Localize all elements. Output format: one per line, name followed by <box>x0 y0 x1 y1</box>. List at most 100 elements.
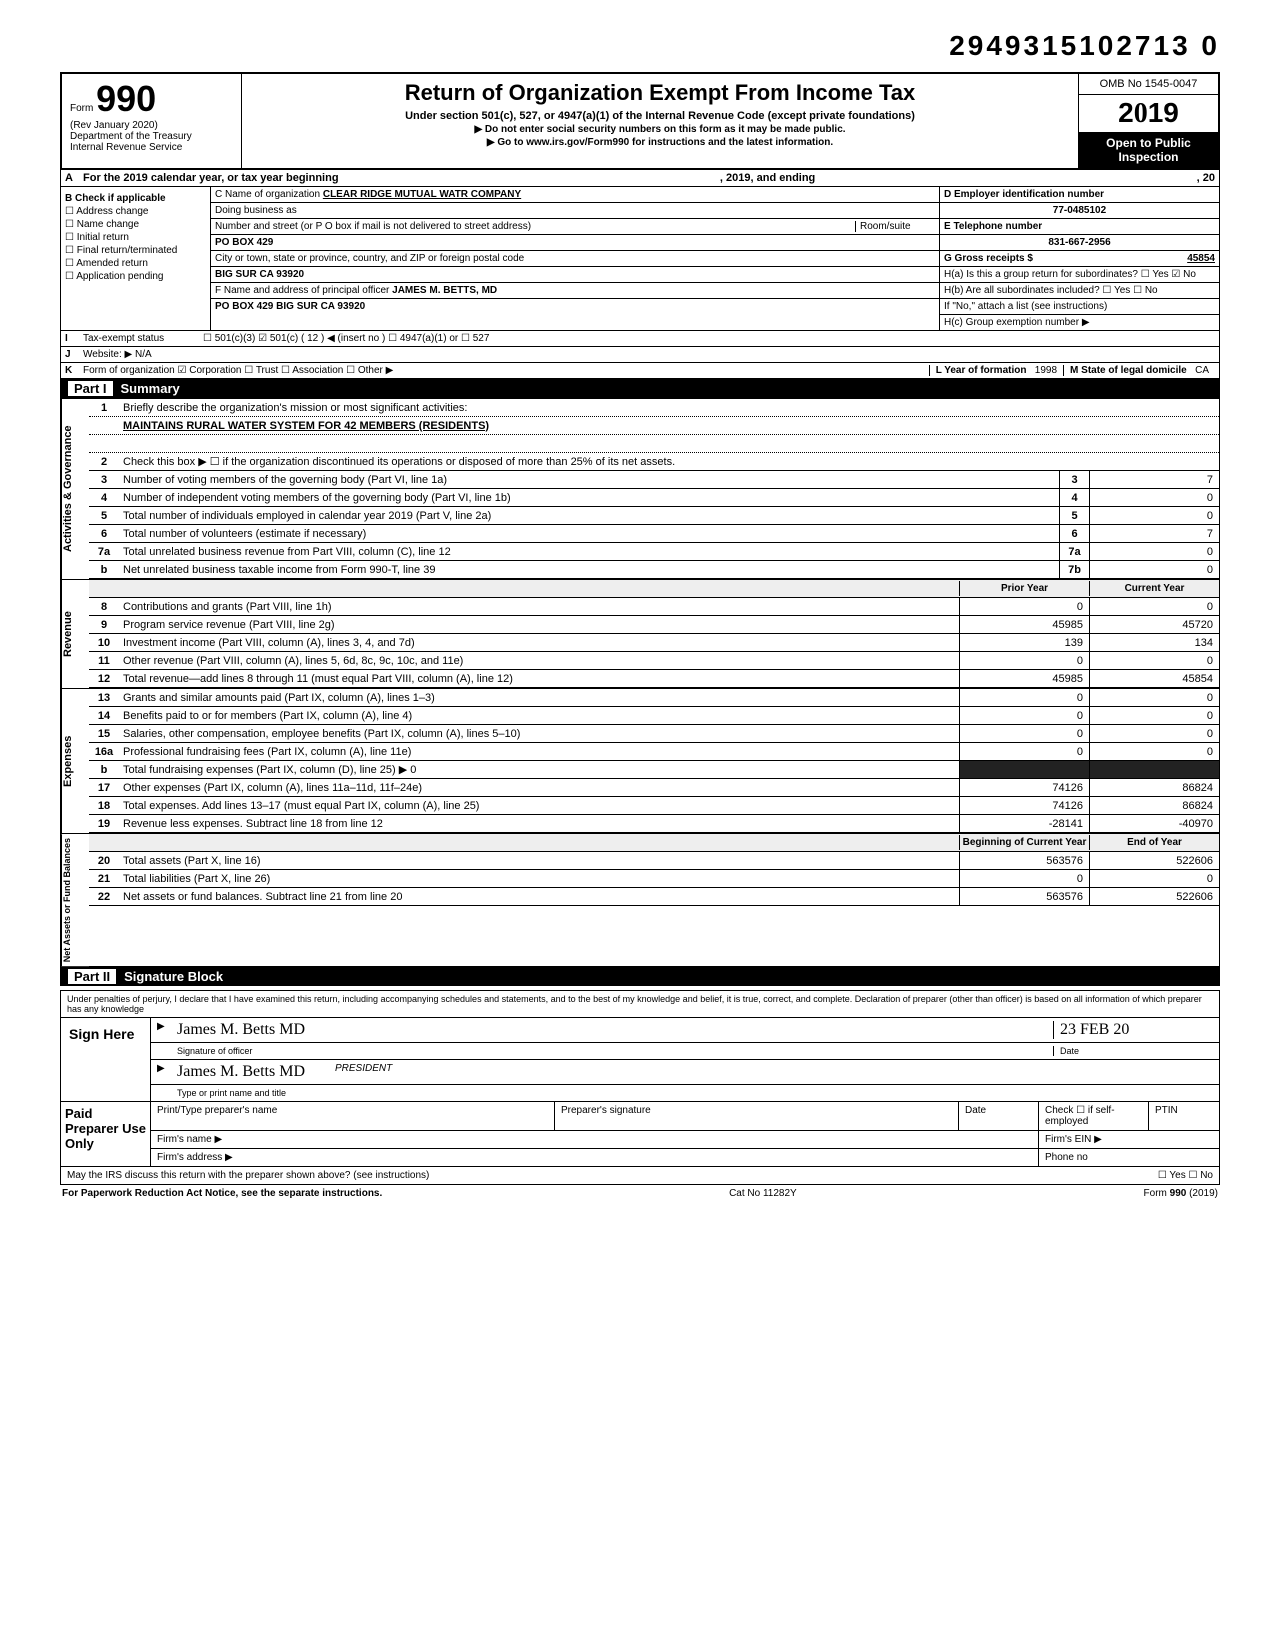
governance-block: Activities & Governance 1 Briefly descri… <box>60 398 1220 580</box>
form-id-block: Form 990 (Rev January 2020) Department o… <box>62 74 242 168</box>
officer-signature: James M. Betts MD <box>177 1021 1053 1039</box>
street-cell: Number and street (or P O box if mail is… <box>211 219 939 235</box>
ein-label: D Employer identification number <box>940 187 1219 203</box>
officer-addr: PO BOX 429 BIG SUR CA 93920 <box>211 299 939 314</box>
chk-address[interactable]: Address change <box>65 206 206 217</box>
mission-value: MAINTAINS RURAL WATER SYSTEM FOR 42 MEMB… <box>119 419 1219 433</box>
phone-no-label: Phone no <box>1039 1149 1219 1166</box>
may-irs-text: May the IRS discuss this return with the… <box>67 1170 1158 1181</box>
page-footer: For Paperwork Reduction Act Notice, see … <box>60 1185 1220 1202</box>
may-irs-yesno: ☐ Yes ☐ No <box>1158 1170 1213 1181</box>
ein-value: 77-0485102 <box>940 203 1219 219</box>
org-name-cell: C Name of organization CLEAR RIDGE MUTUA… <box>211 187 939 203</box>
org-info-col: C Name of organization CLEAR RIDGE MUTUA… <box>211 187 939 330</box>
form-subtitle: Under section 501(c), 527, or 4947(a)(1)… <box>248 110 1072 122</box>
part1-header: Part ISummary <box>60 379 1220 398</box>
firm-name-label: Firm's name ▶ <box>151 1131 1039 1148</box>
form-title: Return of Organization Exempt From Incom… <box>248 80 1072 106</box>
sig-label: Signature of officer <box>177 1046 1053 1056</box>
data-line: 22 Net assets or fund balances. Subtract… <box>89 888 1219 906</box>
data-line: 11 Other revenue (Part VIII, column (A),… <box>89 652 1219 670</box>
data-line: 9 Program service revenue (Part VIII, li… <box>89 616 1219 634</box>
form-title-block: Return of Organization Exempt From Incom… <box>242 74 1078 168</box>
row-k: K Form of organization ☑ Corporation ☐ T… <box>60 363 1220 379</box>
instruction-2: ▶ Go to www.irs.gov/Form990 for instruct… <box>248 137 1072 148</box>
end-year-header: End of Year <box>1089 835 1219 850</box>
data-line: b Total fundraising expenses (Part IX, c… <box>89 761 1219 779</box>
hc-row: H(c) Group exemption number ▶ <box>940 315 1219 330</box>
data-line: 14 Benefits paid to or for members (Part… <box>89 707 1219 725</box>
city-value: BIG SUR CA 93920 <box>211 267 939 283</box>
gov-line: 7a Total unrelated business revenue from… <box>89 543 1219 561</box>
check-label: B Check if applicable <box>65 193 206 204</box>
chk-amended[interactable]: Amended return <box>65 258 206 269</box>
revenue-block: Revenue Prior Year Current Year 8 Contri… <box>60 580 1220 689</box>
officer-title: PRESIDENT <box>335 1063 392 1081</box>
data-line: 18 Total expenses. Add lines 13–17 (must… <box>89 797 1219 815</box>
dept-treasury: Department of the Treasury <box>70 131 233 142</box>
revenue-label: Revenue <box>61 580 89 688</box>
part2-header: Part IISignature Block <box>60 967 1220 986</box>
check-applicable-col: B Check if applicable Address change Nam… <box>61 187 211 330</box>
data-line: 17 Other expenses (Part IX, column (A), … <box>89 779 1219 797</box>
line2-desc: Check this box ▶ ☐ if the organization d… <box>119 454 1219 469</box>
gov-line: 6 Total number of volunteers (estimate i… <box>89 525 1219 543</box>
row-a-text: For the 2019 calendar year, or tax year … <box>79 170 343 186</box>
governance-label: Activities & Governance <box>61 399 89 579</box>
row-a-mid: , 2019, and ending <box>716 170 819 186</box>
row-a-label: A <box>61 170 79 186</box>
chk-final[interactable]: Final return/terminated <box>65 245 206 256</box>
footer-right: Form 990 (2019) <box>1144 1188 1218 1199</box>
expenses-label: Expenses <box>61 689 89 833</box>
identity-section: B Check if applicable Address change Nam… <box>60 187 1220 331</box>
officer-printed-name: James M. Betts MD <box>177 1063 305 1081</box>
data-line: 16a Professional fundraising fees (Part … <box>89 743 1219 761</box>
signature-block: Under penalties of perjury, I declare th… <box>60 990 1220 1167</box>
dba-cell: Doing business as <box>211 203 939 219</box>
street-value: PO BOX 429 <box>211 235 939 251</box>
footer-left: For Paperwork Reduction Act Notice, see … <box>62 1188 382 1199</box>
row-i: I Tax-exempt status ☐ 501(c)(3) ☑ 501(c)… <box>60 331 1220 347</box>
perjury-text: Under penalties of perjury, I declare th… <box>61 991 1219 1018</box>
mission-desc: Briefly describe the organization's miss… <box>119 401 1219 415</box>
city-label: City or town, state or province, country… <box>211 251 939 267</box>
date-label: Date <box>1053 1046 1213 1056</box>
data-line: 12 Total revenue—add lines 8 through 11 … <box>89 670 1219 688</box>
gov-line: 5 Total number of individuals employed i… <box>89 507 1219 525</box>
netassets-block: Net Assets or Fund Balances Beginning of… <box>60 834 1220 967</box>
document-id-number: 2949315102713 0 <box>60 30 1220 62</box>
firm-ein-label: Firm's EIN ▶ <box>1039 1131 1219 1148</box>
ha-row: H(a) Is this a group return for subordin… <box>940 267 1219 283</box>
gov-line: b Net unrelated business taxable income … <box>89 561 1219 579</box>
footer-mid: Cat No 11282Y <box>729 1188 797 1199</box>
omb-number: OMB No 1545-0047 <box>1079 74 1218 95</box>
data-line: 8 Contributions and grants (Part VIII, l… <box>89 598 1219 616</box>
form-header: Form 990 (Rev January 2020) Department o… <box>60 72 1220 170</box>
form-number: 990 <box>96 78 156 119</box>
begin-year-header: Beginning of Current Year <box>959 835 1089 850</box>
chk-name[interactable]: Name change <box>65 219 206 230</box>
expenses-block: Expenses 13 Grants and similar amounts p… <box>60 689 1220 834</box>
open-to-public: Open to PublicInspection <box>1079 132 1218 168</box>
phone-label: E Telephone number <box>940 219 1219 235</box>
netassets-label: Net Assets or Fund Balances <box>61 834 89 966</box>
officer-name: F Name and address of principal officer … <box>211 283 939 299</box>
chk-initial[interactable]: Initial return <box>65 232 206 243</box>
hb-row: H(b) Are all subordinates included? ☐ Ye… <box>940 283 1219 299</box>
prep-name-label: Print/Type preparer's name <box>151 1102 555 1130</box>
right-info-col: D Employer identification number 77-0485… <box>939 187 1219 330</box>
preparer-block: Paid Preparer Use Only Print/Type prepar… <box>61 1101 1219 1166</box>
data-line: 21 Total liabilities (Part X, line 26) 0… <box>89 870 1219 888</box>
prep-sig-label: Preparer's signature <box>555 1102 959 1130</box>
phone-value: 831-667-2956 <box>940 235 1219 251</box>
sign-date-value: 23 FEB 20 <box>1053 1021 1213 1039</box>
row-j: J Website: ▶ N/A <box>60 347 1220 363</box>
form-revision: (Rev January 2020) <box>70 120 233 131</box>
chk-pending[interactable]: Application pending <box>65 271 206 282</box>
gross-receipts: G Gross receipts $ 45854 <box>940 251 1219 267</box>
sign-here-label: Sign Here <box>61 1018 151 1101</box>
irs-label: Internal Revenue Service <box>70 142 233 153</box>
data-line: 15 Salaries, other compensation, employe… <box>89 725 1219 743</box>
form-meta-block: OMB No 1545-0047 2019 Open to PublicInsp… <box>1078 74 1218 168</box>
current-year-header: Current Year <box>1089 581 1219 596</box>
